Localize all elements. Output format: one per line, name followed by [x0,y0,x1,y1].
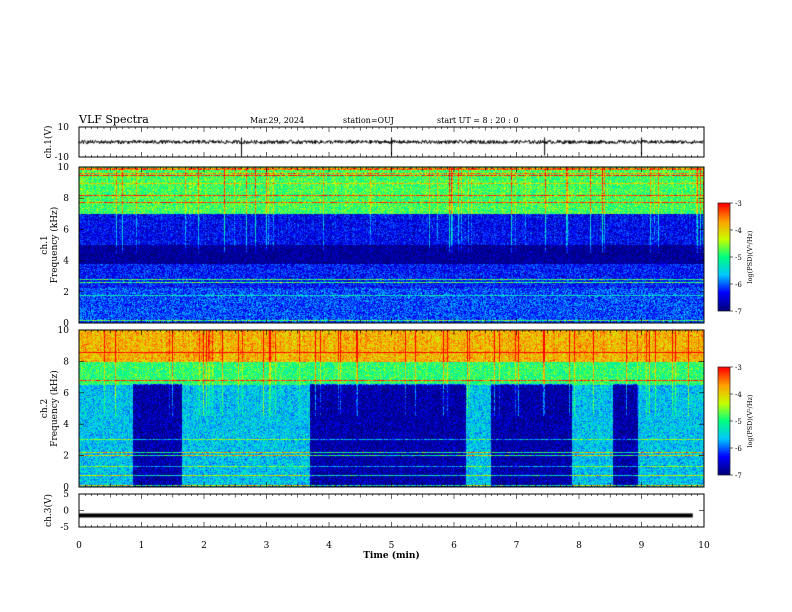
y-tick-label: -10 [55,153,70,163]
colorbar-label: log(PSD)(V²/Hz) [746,394,754,447]
colorbar-tick-label: -6 [735,445,742,453]
x-tick-label: 5 [389,541,395,551]
start-time-label: start UT = 8 : 20 : 0 [437,116,519,125]
x-tick-label: 2 [201,541,207,551]
x-axis-label: Time (min) [363,550,420,561]
y-tick-label: 8 [63,357,69,367]
ch3-y-label: ch.3(V) [43,494,54,527]
y-tick-label: 10 [58,163,70,173]
y-tick-label: 2 [63,452,69,462]
figure-title: VLF Spectra [79,113,149,126]
y-tick-label: 0 [63,483,69,493]
x-tick-label: 1 [139,541,145,551]
colorbar-frame [717,202,731,312]
ch1-spectrogram-frame [78,166,705,324]
date-label: Mar.29, 2024 [250,116,305,125]
y-tick-label: 4 [63,420,69,430]
colorbar-frame [717,366,731,476]
y-tick-label: -5 [60,523,69,533]
colorbar-tick-label: -7 [735,308,742,316]
y-tick-label: 2 [63,288,69,298]
colorbar-tick-label: -5 [735,418,742,426]
colorbar-tick-label: -7 [735,472,742,480]
colorbar-tick-label: -3 [735,200,742,208]
ch1-y-label: ch.1 [40,235,50,254]
x-tick-label: 9 [639,541,645,551]
x-tick-label: 8 [576,541,582,551]
ch1-y-label: Frequency (kHz) [49,207,60,284]
colorbar-label: log(PSD)(V²/Hz) [746,230,754,283]
ch1-y-label: ch.1(V) [43,126,54,159]
x-tick-label: 7 [514,541,520,551]
ch2-spectrogram-frame [78,329,705,488]
y-tick-label: 0 [63,319,69,329]
x-tick-label: 6 [451,541,457,551]
y-tick-label: 10 [58,326,70,336]
ch2-y-label: Frequency (kHz) [49,370,60,447]
colorbar-tick-label: -3 [735,364,742,372]
colorbar-tick-label: -4 [735,227,742,235]
y-tick-label: 0 [63,507,69,517]
y-tick-label: 6 [63,389,69,399]
ch2-y-label: ch.2 [40,399,50,418]
colorbar-tick-label: -6 [735,281,742,289]
y-tick-label: 8 [63,194,69,204]
x-tick-label: 3 [264,541,270,551]
y-tick-label: 5 [63,490,69,500]
x-tick-label: 0 [76,541,82,551]
x-tick-label: 10 [698,541,710,551]
y-tick-label: 4 [63,257,69,267]
colorbar-tick-label: -5 [735,254,742,262]
station-label: station=OUJ [343,116,394,125]
colorbar-tick-label: -4 [735,391,742,399]
y-tick-label: 10 [58,123,70,133]
x-tick-label: 4 [326,541,332,551]
y-tick-label: 6 [63,225,69,235]
